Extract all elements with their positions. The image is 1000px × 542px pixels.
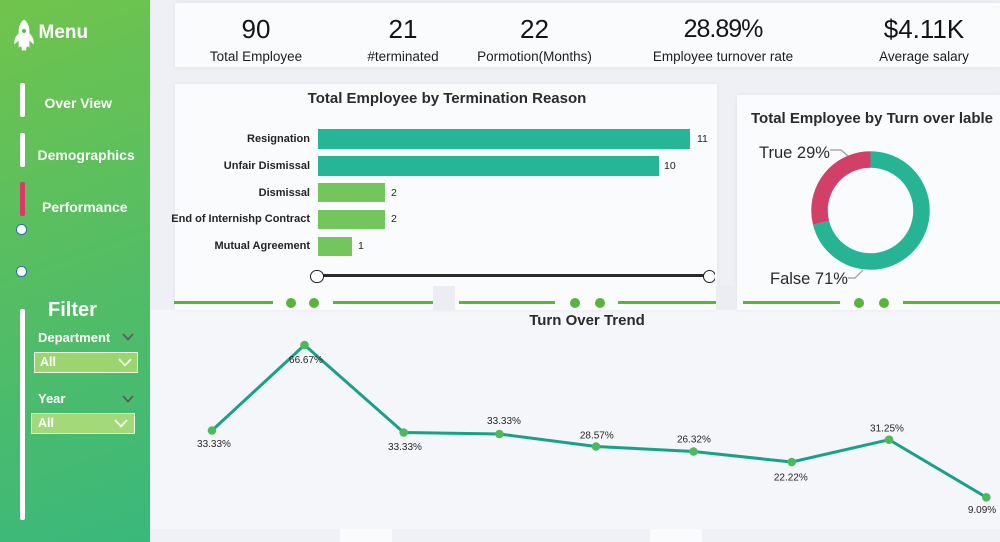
svg-text:33.33%: 33.33% [487,416,521,427]
svg-text:33.33%: 33.33% [197,439,231,450]
svg-text:28.57%: 28.57% [580,431,614,442]
svg-text:9.09%: 9.09% [968,505,996,516]
svg-text:26.32%: 26.32% [677,435,711,446]
svg-text:22.22%: 22.22% [774,473,808,484]
svg-text:33.33%: 33.33% [388,442,422,453]
svg-text:66.67%: 66.67% [289,355,323,366]
svg-text:31.25%: 31.25% [870,424,904,435]
